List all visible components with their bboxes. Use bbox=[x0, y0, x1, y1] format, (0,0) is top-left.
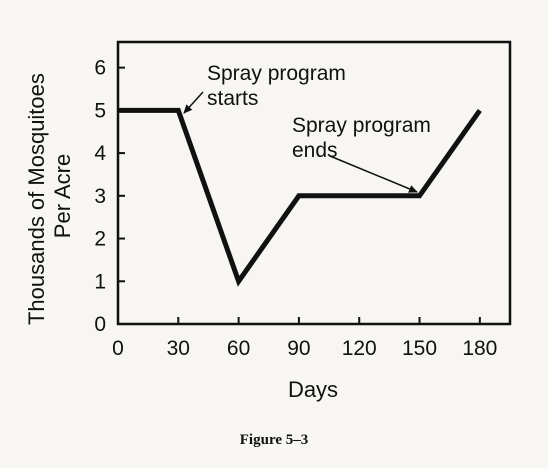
x-tick-label: 30 bbox=[167, 337, 190, 360]
x-axis-title: Days bbox=[288, 377, 338, 402]
y-tick-label: 1 bbox=[94, 270, 106, 293]
annotation-arrow-starts bbox=[183, 91, 204, 114]
x-tick-label: 120 bbox=[342, 337, 377, 360]
annotation-arrow-ends bbox=[329, 155, 418, 193]
series-line-mosquitoes bbox=[118, 107, 482, 287]
y-axis-title-line-1: Thousands of Mosquitoes bbox=[24, 73, 49, 325]
y-tick-label: 6 bbox=[94, 57, 106, 80]
x-tick-label: 180 bbox=[462, 337, 497, 360]
x-tick-label: 90 bbox=[287, 337, 310, 360]
figure-caption: Figure 5–3 bbox=[240, 432, 308, 448]
y-tick-label: 2 bbox=[94, 228, 106, 251]
annotation-spray-starts: Spray program starts bbox=[207, 62, 352, 110]
annotation-spray-ends-line-2: ends bbox=[292, 139, 338, 162]
annotation-spray-ends: Spray program ends bbox=[292, 114, 437, 162]
y-axis-title: Thousands of Mosquitoes Per Acre bbox=[24, 67, 75, 325]
annotation-spray-starts-line-2: starts bbox=[207, 87, 258, 110]
y-tick-label: 3 bbox=[94, 185, 106, 208]
annotation-spray-starts-line-1: Spray program bbox=[207, 62, 346, 85]
y-tick-label: 5 bbox=[94, 99, 106, 122]
plot-frame bbox=[116, 40, 512, 326]
y-axis-title-line-2: Per Acre bbox=[50, 154, 75, 238]
y-tick-label: 0 bbox=[94, 313, 106, 336]
x-tick-label: 0 bbox=[112, 337, 124, 360]
annotation-spray-ends-line-1: Spray program bbox=[292, 114, 431, 137]
x-tick-label: 60 bbox=[227, 337, 250, 360]
y-tick-label: 4 bbox=[94, 142, 106, 165]
x-tick-label: 150 bbox=[402, 337, 437, 360]
